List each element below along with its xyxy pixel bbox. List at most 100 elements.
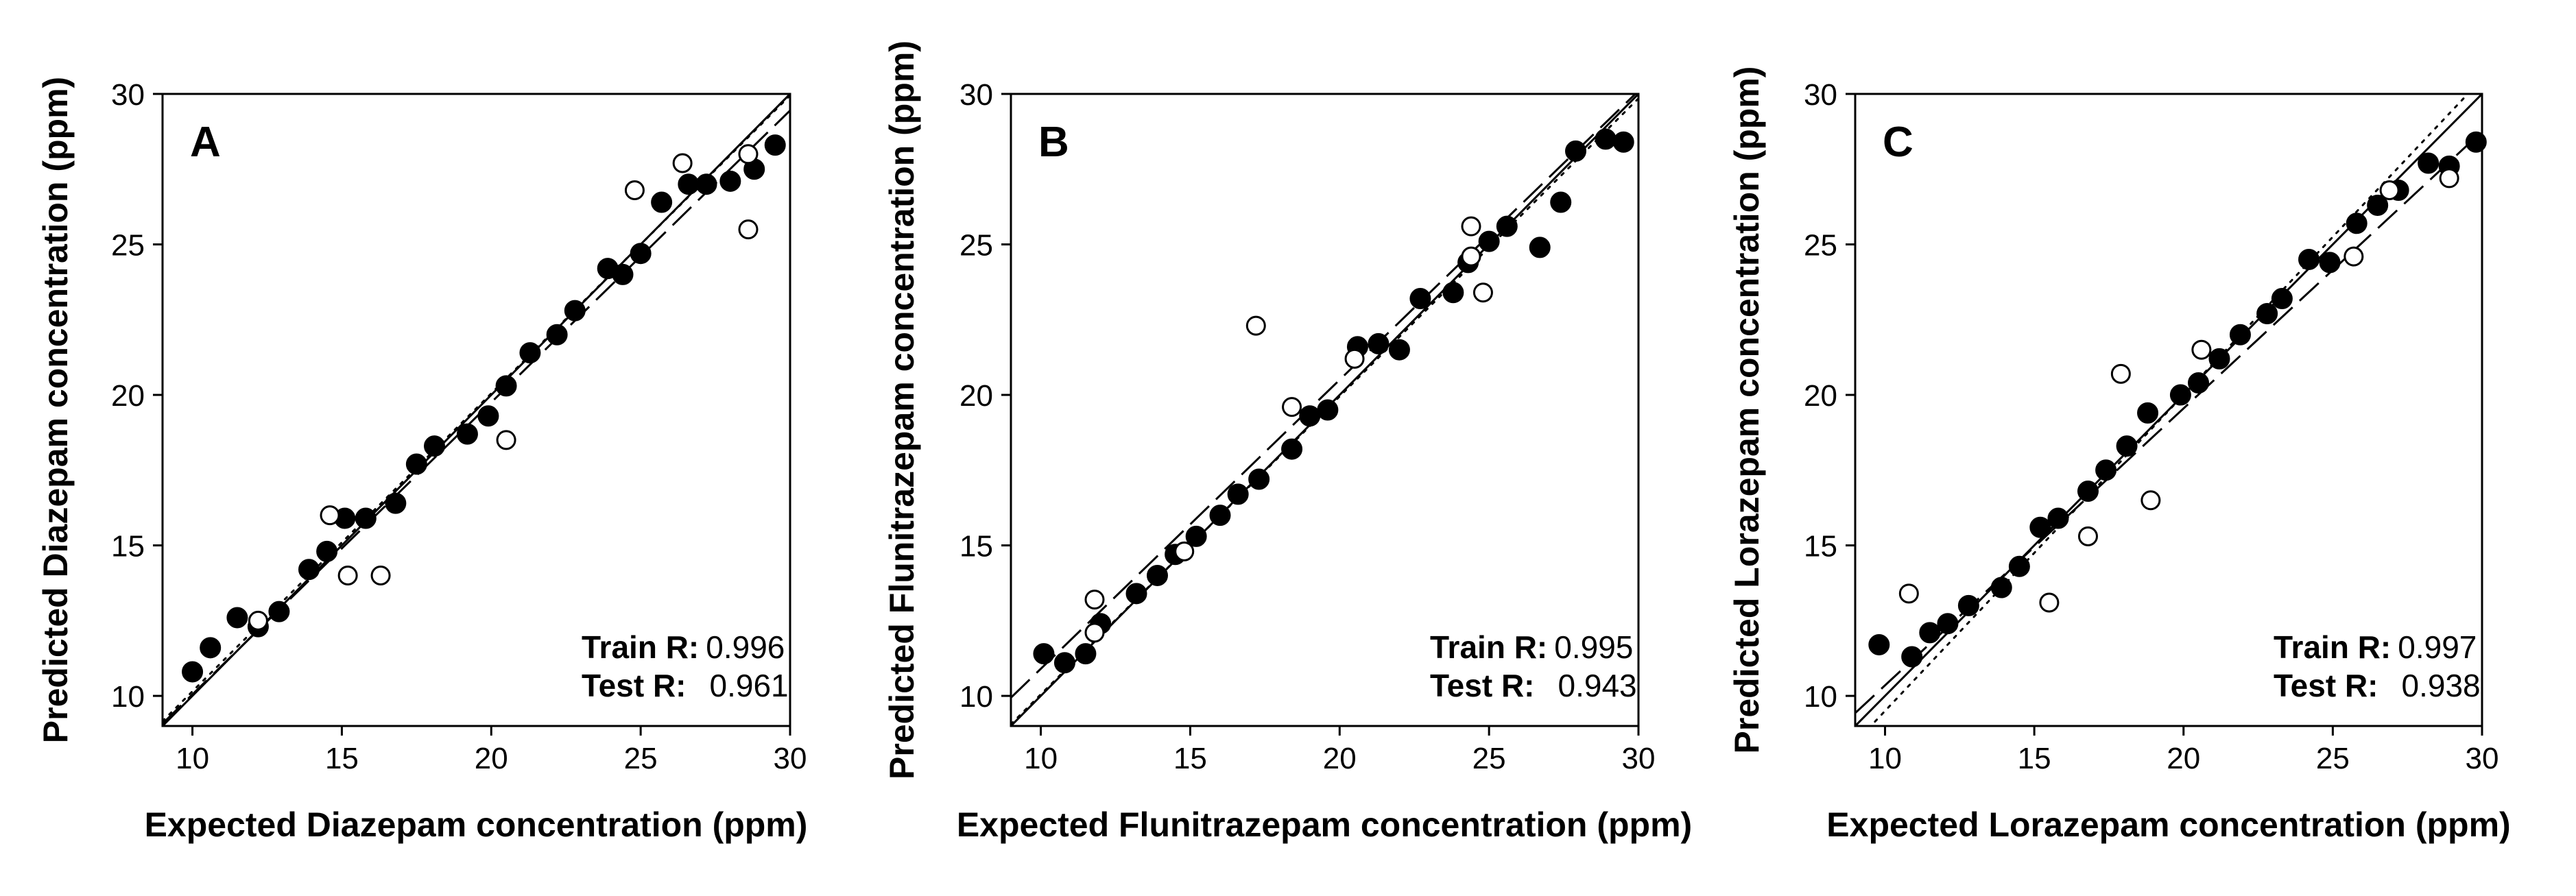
y-tick-label: 30 <box>959 78 993 112</box>
x-tick-label: 10 <box>1024 742 1058 775</box>
train-point <box>1901 646 1923 668</box>
train-point <box>2116 435 2138 457</box>
train-point <box>2319 252 2341 274</box>
train-point <box>1185 525 1207 547</box>
train-point <box>630 243 652 265</box>
test-point <box>1245 315 1266 336</box>
train-point <box>1209 505 1231 526</box>
test-point <box>1898 583 1919 604</box>
y-tick-label: 30 <box>1804 78 1837 112</box>
test-point <box>2439 168 2459 189</box>
train-point <box>355 507 377 529</box>
train-point <box>719 170 741 192</box>
train-point <box>226 607 248 629</box>
train-point <box>1529 237 1551 258</box>
test-point <box>496 430 516 450</box>
test-point <box>1282 397 1302 417</box>
train-point <box>2008 555 2030 577</box>
x-axis-title: Expected Lorazepam concentration (ppm) <box>1826 806 2510 844</box>
train-point <box>1937 613 1959 635</box>
train-point <box>1075 643 1097 665</box>
test-point <box>2140 490 2161 511</box>
y-tick-label: 15 <box>959 530 993 564</box>
test-point <box>2379 180 2400 200</box>
train-point <box>495 375 517 397</box>
y-tick-label: 25 <box>959 229 993 263</box>
train-point <box>678 173 700 195</box>
panel-letter: A <box>190 119 221 166</box>
train-point <box>2367 194 2389 216</box>
plot-frame <box>1010 93 1640 727</box>
plot-frame <box>161 93 791 727</box>
test-point <box>2191 339 2212 360</box>
train-point <box>456 423 478 445</box>
train-point <box>612 263 634 285</box>
train-point <box>298 559 320 581</box>
y-axis-title: Predicted Diazepam concentration (ppm) <box>36 77 75 743</box>
train-point <box>1388 339 1410 361</box>
train-point <box>2047 507 2069 529</box>
test-point <box>672 153 693 173</box>
panel-a: 10 15 20 25 30 10 15 20 25 30 A Train R: 0.996 Tes… <box>36 77 807 844</box>
train-r-stat: Train R: 0.995 <box>1430 629 1633 665</box>
test-point <box>1472 282 1493 303</box>
test-point <box>320 505 340 526</box>
train-point <box>2256 303 2278 325</box>
train-point <box>2418 152 2440 174</box>
test-r-stat: Test R: 0.938 <box>2274 668 2481 703</box>
y-tick-label: 25 <box>1804 229 1837 263</box>
panel-b: 10 15 20 25 30 10 15 20 25 30 B Train R: 0.995 Tes… <box>883 40 1692 844</box>
train-point <box>1990 577 2012 598</box>
train-point <box>477 405 499 427</box>
train-point <box>405 453 427 475</box>
train-point <box>564 300 586 322</box>
train-point <box>424 435 445 457</box>
x-axis-title: Expected Flunitrazepam concentration (pp… <box>957 806 1692 844</box>
train-point <box>546 324 568 346</box>
train-point <box>1053 652 1075 674</box>
train-point <box>1595 128 1617 150</box>
plot-frame <box>1854 93 2483 727</box>
train-point <box>764 134 786 156</box>
y-axis-title: Predicted Lorazepam concentration (ppm) <box>1728 66 1766 754</box>
y-tick-label: 15 <box>1804 530 1837 564</box>
panel-letter: B <box>1038 119 1069 166</box>
train-point <box>1125 583 1147 605</box>
train-point <box>2169 384 2191 406</box>
train-point <box>1248 468 1270 490</box>
x-tick-label: 15 <box>2018 742 2051 775</box>
train-point <box>519 342 541 364</box>
train-point <box>1409 288 1431 310</box>
y-tick-label: 20 <box>959 379 993 413</box>
train-point <box>2271 288 2293 310</box>
test-r-stat: Test R: 0.943 <box>1430 668 1637 703</box>
train-r-stat: Train R: 0.996 <box>582 629 785 665</box>
test-point <box>1344 348 1365 369</box>
y-tick-label: 10 <box>959 680 993 714</box>
axis-ticks: 10 15 20 25 30 10 15 20 25 30 <box>1804 78 2499 775</box>
axis-ticks: 10 15 20 25 30 10 15 20 25 30 <box>959 78 1655 775</box>
y-tick-label: 10 <box>1804 680 1837 714</box>
test-point <box>738 219 759 240</box>
train-point <box>2346 213 2368 234</box>
train-point <box>316 540 338 562</box>
train-point <box>1612 131 1634 153</box>
train-point <box>1368 332 1390 354</box>
x-tick-label: 20 <box>2167 742 2200 775</box>
train-point <box>695 173 717 195</box>
test-r-stat: Test R: 0.961 <box>582 668 789 703</box>
test-point <box>248 610 268 631</box>
train-point <box>200 637 222 659</box>
y-tick-label: 25 <box>111 229 145 263</box>
data-points <box>182 134 786 683</box>
train-point <box>1496 215 1518 237</box>
train-r-stat: Train R: 0.997 <box>2274 629 2477 665</box>
train-point <box>2137 402 2159 424</box>
y-tick-label: 10 <box>111 680 145 714</box>
train-point <box>651 191 673 213</box>
train-point <box>1550 191 1572 213</box>
train-fit-line <box>1869 94 2470 726</box>
train-point <box>2208 348 2230 370</box>
y-axis-title: Predicted Flunitrazepam concentration (p… <box>883 40 921 779</box>
train-point <box>268 601 290 622</box>
